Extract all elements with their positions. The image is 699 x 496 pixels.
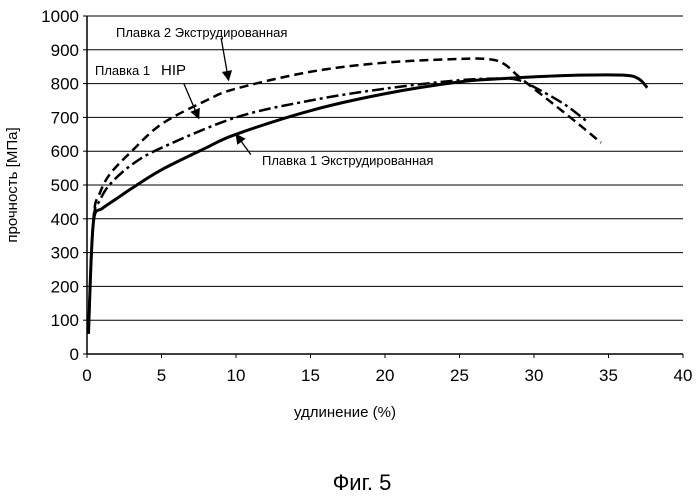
y-tick-label: 500 (51, 176, 79, 195)
y-tick-label: 400 (51, 210, 79, 229)
annotation-melt1-extruded: Плавка 1 Экструдированная (262, 153, 433, 168)
series-line-solid (86, 73, 649, 334)
annotation-arrow-melt1_hip_suffix (183, 83, 200, 120)
x-tick-label: 20 (376, 366, 395, 385)
annotation-arrow-melt2_extruded (220, 37, 233, 82)
y-tick-label: 200 (51, 277, 79, 296)
x-tick-label: 10 (227, 366, 246, 385)
y-tick-label: 0 (70, 345, 79, 364)
y-tick-label: 100 (51, 311, 79, 330)
y-tick-label: 900 (51, 41, 79, 60)
y-tick-label: 600 (51, 142, 79, 161)
gridlines (87, 15, 683, 321)
series-line-dash-dot (87, 77, 587, 334)
x-tick-label: 5 (157, 366, 166, 385)
x-tick-label: 15 (301, 366, 320, 385)
annotations: Плавка 2 Экструдированная Плавка 1 HIP П… (95, 25, 433, 168)
x-tick-label: 30 (525, 366, 544, 385)
x-tick-label: 40 (674, 366, 693, 385)
y-axis-title: прочность [МПа] (4, 127, 21, 242)
figure-caption: Фиг. 5 (333, 470, 392, 495)
x-tick-label: 25 (450, 366, 469, 385)
y-tick-label: 700 (51, 108, 79, 127)
y-tick-label: 1000 (41, 7, 79, 26)
annotation-melt1-hip-suffix: HIP (161, 62, 186, 79)
x-tick-label: 35 (599, 366, 618, 385)
annotation-melt2-extruded: Плавка 2 Экструдированная (116, 25, 287, 40)
series-lines (86, 57, 649, 334)
series-line-dashed (87, 57, 602, 334)
x-tick-label: 0 (82, 366, 91, 385)
annotation-melt1-hip-prefix: Плавка 1 (95, 63, 150, 78)
y-tick-label: 300 (51, 244, 79, 263)
y-tick-label: 800 (51, 75, 79, 94)
tick-labels: 0 100 200 300 400 500 600 700 800 900 1000 0 5 10 15 20… (41, 7, 692, 385)
annotation-arrow-melt1_extruded (235, 133, 252, 155)
x-axis-title: удлинение (%) (294, 404, 396, 421)
